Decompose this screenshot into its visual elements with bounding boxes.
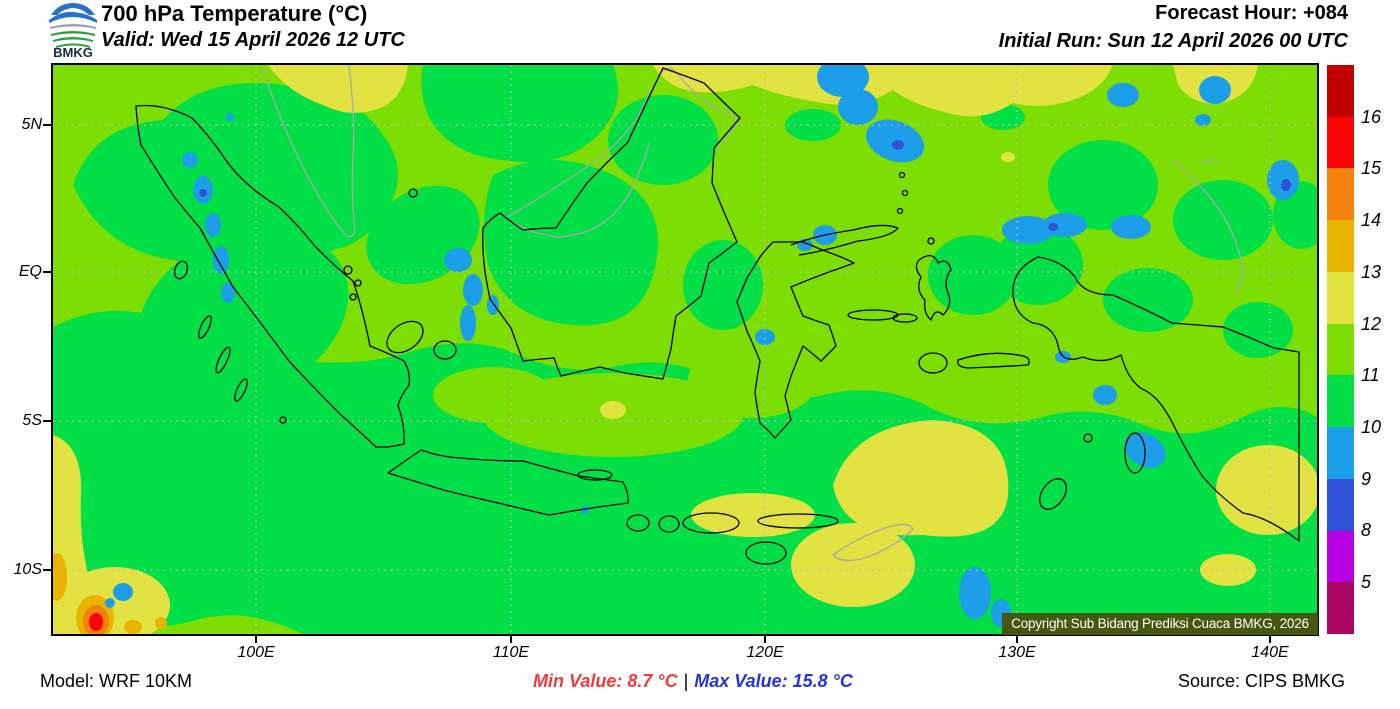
model-label: Model: WRF 10KM <box>40 671 193 691</box>
colorbar-label: 8 <box>1361 520 1372 540</box>
lon-tick <box>255 635 257 643</box>
map-frame: Copyright Sub Bidang Prediksi Cuaca BMKG… <box>51 63 1319 636</box>
colorbar-segment <box>1327 65 1354 117</box>
colorbar-segment <box>1327 530 1354 583</box>
copyright-banner: Copyright Sub Bidang Prediksi Cuaca BMKG… <box>1002 613 1318 635</box>
temperature-field <box>53 65 1317 634</box>
colorbar-label: 16 <box>1361 107 1382 127</box>
colorbar-segment <box>1327 375 1354 428</box>
initial-run-label: Initial Run: Sun 12 April 2026 00 UTC <box>998 30 1348 52</box>
colorbar-segment <box>1327 116 1354 169</box>
colorbar-label: 13 <box>1361 262 1382 282</box>
lon-label-140e: 140E <box>1251 644 1289 661</box>
lon-tick <box>1016 635 1018 643</box>
lon-tick <box>510 635 512 643</box>
lat-tick <box>43 569 51 571</box>
temperature-map <box>53 65 1317 634</box>
colorbar-segment <box>1327 427 1354 479</box>
colorbar-segment <box>1327 168 1354 221</box>
hotspot <box>76 595 114 634</box>
lon-label-120e: 120E <box>746 644 784 661</box>
cold-patches <box>105 65 1299 627</box>
colorbar-label: 11 <box>1361 365 1380 385</box>
bmkg-logo: BMKG <box>49 3 97 58</box>
lat-label-5s: 5S <box>22 412 42 429</box>
colorbar <box>1327 65 1354 635</box>
minmax-separator: | <box>683 671 689 691</box>
forecast-hour-label: Forecast Hour: +084 <box>1155 2 1348 24</box>
max-value-label: Max Value: 15.8 °C <box>694 671 853 691</box>
foreign-coastlines <box>260 65 1244 562</box>
coastlines <box>135 67 1300 565</box>
colorbar-label: 12 <box>1361 314 1382 334</box>
colorbar-label: 9 <box>1361 469 1372 489</box>
colorbar-segment <box>1327 271 1354 324</box>
logo-wave <box>51 31 95 36</box>
source-label: Source: CIPS BMKG <box>1177 671 1345 691</box>
lon-label-130e: 130E <box>998 644 1036 661</box>
colorbar-label: 10 <box>1361 417 1382 437</box>
valid-time-label: Valid: Wed 15 April 2026 12 UTC <box>101 29 405 51</box>
logo-text: BMKG <box>53 45 93 58</box>
colorbar-segment <box>1327 323 1354 376</box>
minmax-values: Min Value: 8.7 °C | Max Value: 15.8 °C <box>533 671 853 692</box>
lat-label-10s: 10S <box>13 561 42 578</box>
lon-label-110e: 110E <box>492 644 530 661</box>
lat-tick <box>43 271 51 273</box>
page-title: 700 hPa Temperature (°C) <box>101 1 368 26</box>
lon-tick <box>1269 635 1271 643</box>
lat-label-eq: EQ <box>18 263 42 280</box>
colorbar-segment <box>1327 478 1354 531</box>
colorbar-label: 14 <box>1361 210 1382 230</box>
lat-tick <box>43 420 51 422</box>
lat-tick <box>43 124 51 126</box>
lon-label-100e: 100E <box>237 644 275 661</box>
grid-lines <box>53 65 1317 634</box>
min-value-label: Min Value: 8.7 °C <box>533 671 678 691</box>
colorbar-segment <box>1327 582 1354 635</box>
logo-cloud-arc <box>51 3 95 15</box>
colorbar-segment <box>1327 220 1354 272</box>
lon-tick <box>764 635 766 643</box>
colorbar-label: 15 <box>1361 158 1382 178</box>
lat-label-5n: 5N <box>21 116 42 133</box>
colorbar-label: 5 <box>1361 572 1372 592</box>
